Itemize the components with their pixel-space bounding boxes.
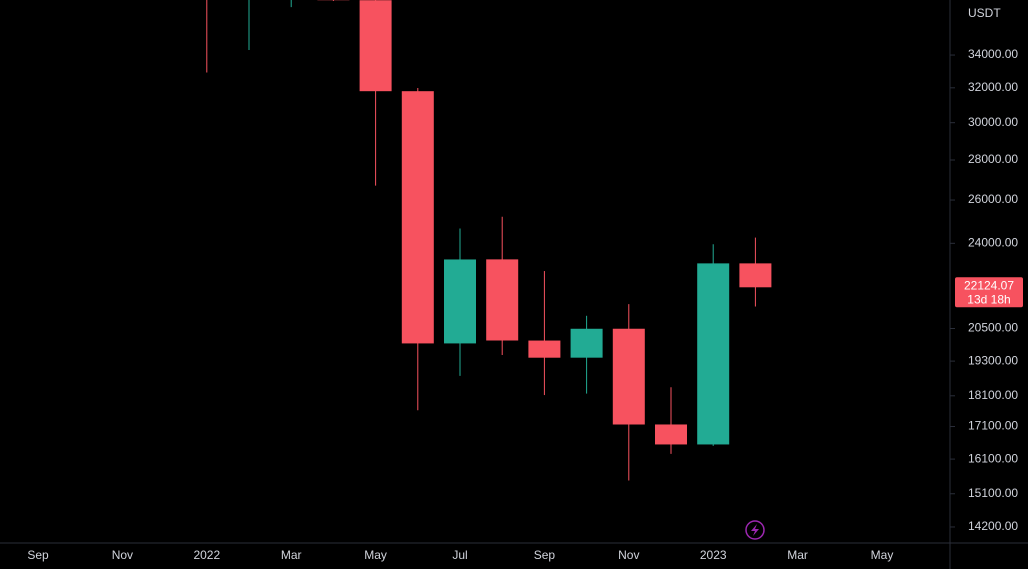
candle-body	[444, 259, 476, 344]
candle-body	[570, 328, 603, 358]
last-price-box	[955, 277, 1023, 308]
y-tick-label: 19300.00	[968, 353, 1018, 367]
y-tick-label: 17100.00	[968, 419, 1018, 433]
y-tick-label: 18100.00	[968, 388, 1018, 402]
y-tick-label: 28000.00	[968, 152, 1018, 166]
y-tick-label: 20500.00	[968, 321, 1018, 335]
y-tick-label: 15100.00	[968, 486, 1018, 500]
y-tick-label: 34000.00	[968, 47, 1018, 61]
y-tick-label: 24000.00	[968, 235, 1018, 249]
last-price-label: 22124.07	[964, 278, 1014, 292]
x-tick-label: Mar	[787, 548, 808, 562]
y-tick-label: 16100.00	[968, 451, 1018, 465]
candle-body	[528, 340, 561, 358]
x-tick-label: Sep	[27, 548, 49, 562]
x-tick-label: 2022	[193, 548, 220, 562]
candle-body	[486, 259, 519, 341]
candle-body	[359, 0, 392, 92]
candle-body	[739, 263, 772, 288]
x-tick-label: Nov	[618, 548, 639, 562]
candle-body	[697, 263, 730, 445]
x-tick-label: Sep	[534, 548, 556, 562]
x-tick-label: Nov	[112, 548, 133, 562]
replay-icon[interactable]	[745, 520, 765, 540]
x-tick-label: 2023	[700, 548, 727, 562]
x-tick-label: May	[871, 548, 894, 562]
candle-body	[612, 328, 645, 425]
y-tick-label: 30000.00	[968, 115, 1018, 129]
countdown-label: 13d 18h	[967, 292, 1010, 306]
x-tick-label: May	[364, 548, 387, 562]
candle-body	[655, 424, 687, 445]
y-tick-label: 32000.00	[968, 80, 1018, 94]
currency-label: USDT	[968, 6, 1001, 20]
y-tick-label: 26000.00	[968, 192, 1018, 206]
x-tick-label: Mar	[281, 548, 302, 562]
candle-body	[401, 91, 434, 344]
plot-area	[206, 0, 772, 481]
y-tick-label: 14200.00	[968, 519, 1018, 533]
x-tick-label: Jul	[452, 548, 467, 562]
